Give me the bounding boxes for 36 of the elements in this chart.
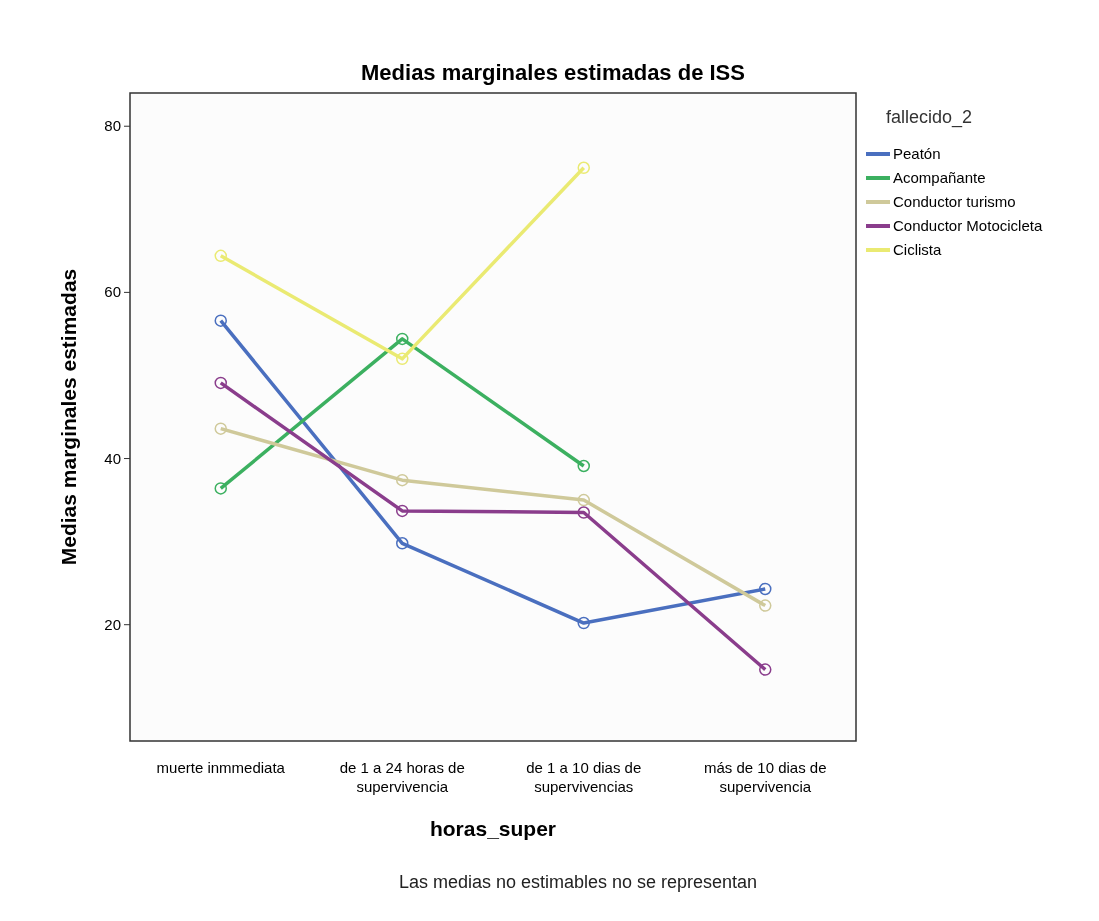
legend-label: Acompañante — [893, 169, 986, 186]
point — [577, 459, 590, 473]
legend-title: fallecido_2 — [886, 107, 973, 128]
point — [214, 314, 227, 327]
y-tick-label: 40 — [104, 449, 121, 467]
chart-title: Medias marginales estimadas de ISS — [361, 60, 745, 85]
x-tick-label: muerte inmmediata — [156, 759, 286, 776]
point — [396, 332, 409, 346]
y-axis-title: Medias marginales estimadas — [57, 268, 80, 566]
x-axis-title: horas_super — [429, 817, 557, 840]
x-tick-label: de 1 a 10 dias de supervivencias — [526, 759, 642, 795]
point — [577, 493, 590, 507]
y-tick-label: 80 — [104, 117, 121, 135]
text: Las medias no estimables no se representan — [398, 872, 758, 892]
point — [214, 422, 227, 435]
point — [214, 249, 227, 263]
legend-label: Peatón — [893, 145, 941, 162]
point — [759, 582, 772, 596]
point — [396, 473, 409, 487]
point — [396, 537, 409, 550]
point — [577, 616, 590, 630]
point — [396, 352, 409, 366]
point — [214, 376, 227, 390]
x-tick-label: de 1 a 24 horas de supervivencia — [339, 759, 465, 795]
y-tick-label: 60 — [104, 283, 121, 301]
point — [759, 663, 772, 676]
legend-label: Ciclista — [893, 241, 942, 258]
point — [577, 161, 590, 175]
y-tick-label: 20 — [104, 615, 121, 633]
point — [396, 504, 409, 518]
x-tick-label: más de 10 dias de supervivencia — [703, 759, 827, 795]
legend-label: Conductor Motocicleta — [893, 217, 1043, 234]
point — [214, 482, 227, 495]
point — [759, 599, 772, 612]
legend-label: Conductor turismo — [893, 193, 1016, 210]
point — [577, 506, 590, 519]
